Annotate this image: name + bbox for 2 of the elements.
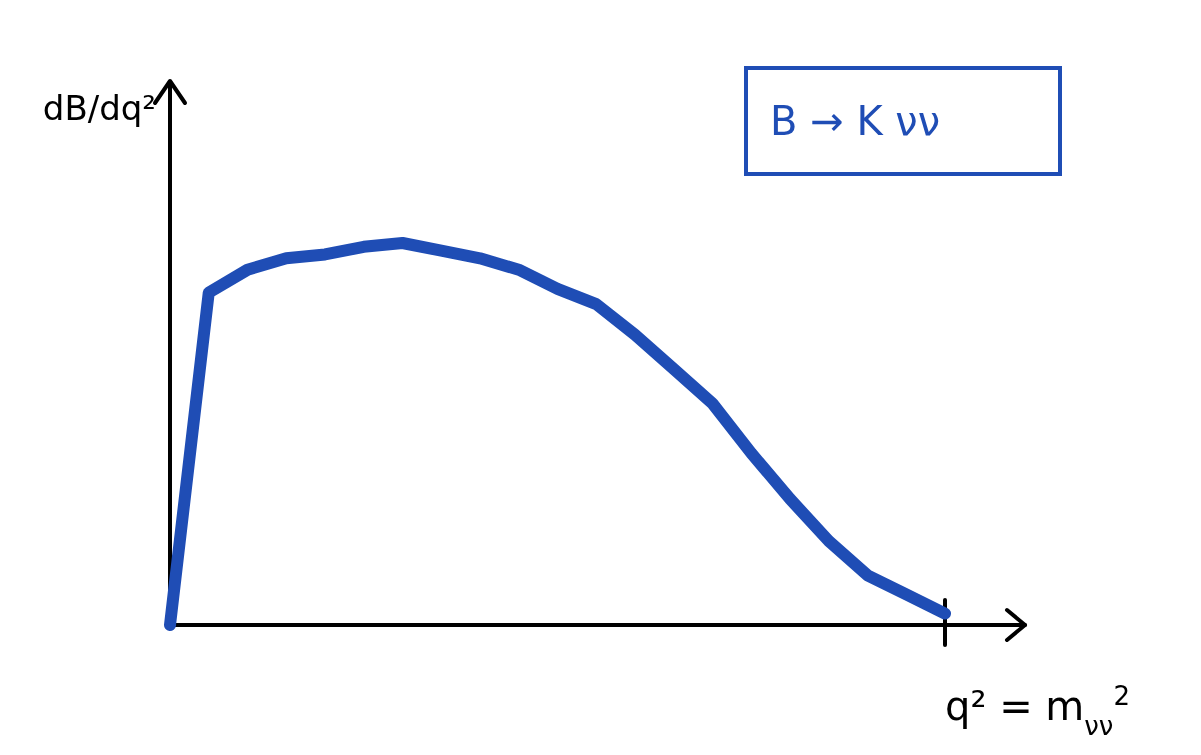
y-axis-title: dB/dq²: [42, 88, 156, 128]
text: B → K νν: [770, 98, 941, 144]
